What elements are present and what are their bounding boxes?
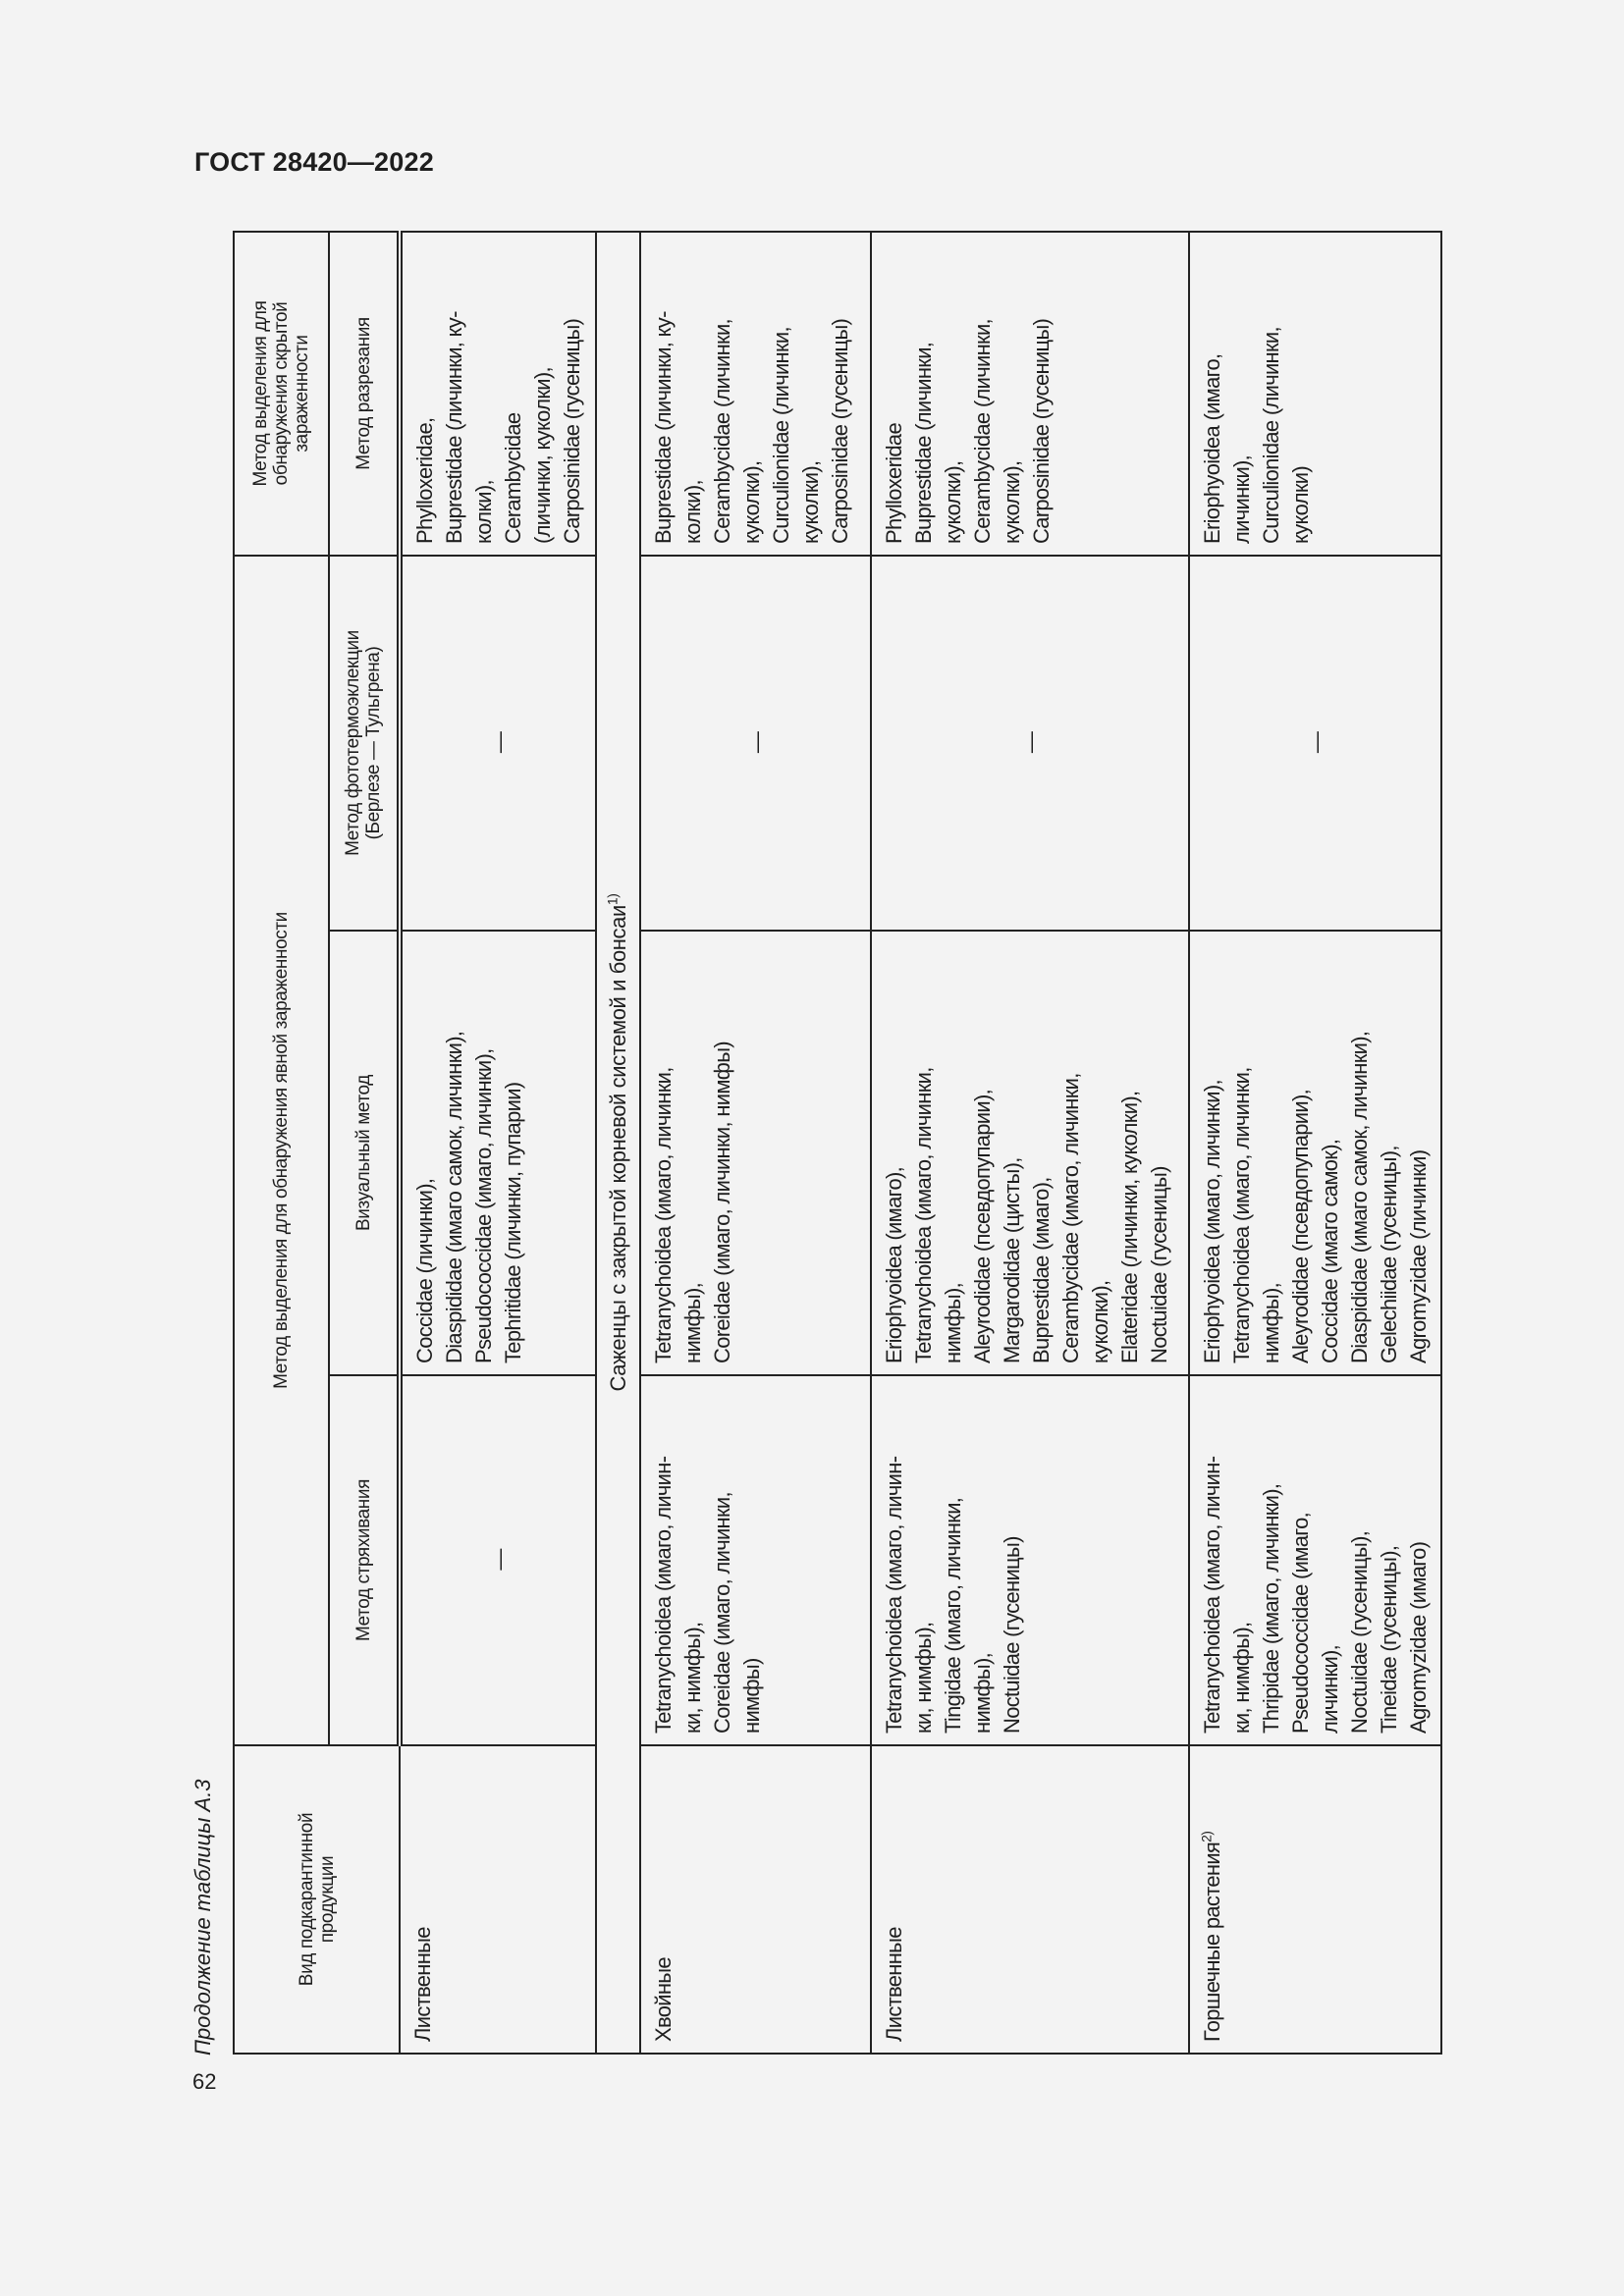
table-caption: Продолжение таблицы А.3 [190,1779,215,2056]
cell-visual: Tetranychoidea (имаго, личинки, нимфы), … [640,931,871,1375]
cell-cutting: Phylloxeridae Buprestidae (личинки, куко… [871,231,1189,556]
section-footnote: 1) [604,893,621,906]
header-visual: Визуальный метод [329,931,400,1375]
cell-photothermo: — [640,555,871,931]
cell-shaking: Tetranychoidea (имаго, личин- ки, нимфы)… [640,1375,871,1745]
header-shaking: Метод стряхивания [329,1375,400,1745]
document-title: ГОСТ 28420—2022 [194,147,434,177]
cell-product: Хвойные [640,1745,871,2054]
section-row: Саженцы с закрытой корневой системой и б… [596,231,640,2054]
cell-photothermo: — [1189,555,1441,931]
header-hidden-group: Метод выделения для обнаружения скрытой … [234,231,329,556]
cell-product: Лиственные [400,1745,596,2054]
header-product: Вид подкарантинной продукции [234,1745,400,2054]
cell-shaking: Tetranychoidea (имаго, личин- ки, нимфы)… [1189,1375,1441,1745]
cell-shaking: Tetranychoidea (имаго, личин- ки, нимфы)… [871,1375,1189,1745]
page-number: 62 [192,2069,217,2094]
cell-visual: Eriophyoidea (имаго), Tetranychoidea (им… [871,931,1189,1375]
cell-cutting: Phylloxeridae, Buprestidae (личинки, ку-… [400,231,596,556]
cell-product: Горшечные растения2) [1189,1745,1441,2054]
cell-product: Лиственные [871,1745,1189,2054]
header-cutting: Метод разрезания [329,231,400,556]
header-explicit-group: Метод выделения для обнаружения явной за… [234,555,329,1745]
product-footnote: 2) [1198,1831,1215,1842]
header-photothermo: Метод фототермоэклекции (Берлезе — Тульг… [329,555,400,931]
cell-visual: Coccidae (личинки), Diaspididae (имаго с… [400,931,596,1375]
cell-cutting: Buprestidae (личинки, ку- колки), Ceramb… [640,231,871,556]
table-row: Хвойные Tetranychoidea (имаго, личин- ки… [640,231,871,2054]
section-text: Саженцы с закрытой корневой системой и б… [605,905,630,1392]
product-label: Горшечные растения [1200,1842,1224,2042]
cell-shaking: — [400,1375,596,1745]
rotated-table: Вид подкарантинной продукции Метод выдел… [233,231,1442,2055]
cell-photothermo: — [400,555,596,931]
cell-photothermo: — [871,555,1189,931]
table-row: Горшечные растения2) Tetranychoidea (има… [1189,231,1441,2054]
cell-visual: Eriophyoidea (имаго, личинки), Tetranych… [1189,931,1441,1375]
section-heading: Саженцы с закрытой корневой системой и б… [596,231,640,2054]
methods-table: Вид подкарантинной продукции Метод выдел… [233,231,1442,2055]
table-row: Лиственные Tetranychoidea (имаго, личин-… [871,231,1189,2054]
table-row: Лиственные — Coccidae (личинки), Diaspid… [400,231,596,2054]
cell-cutting: Eriophyoidea (имаго, личинки), Curculion… [1189,231,1441,556]
header-row-1: Вид подкарантинной продукции Метод выдел… [234,231,400,2054]
